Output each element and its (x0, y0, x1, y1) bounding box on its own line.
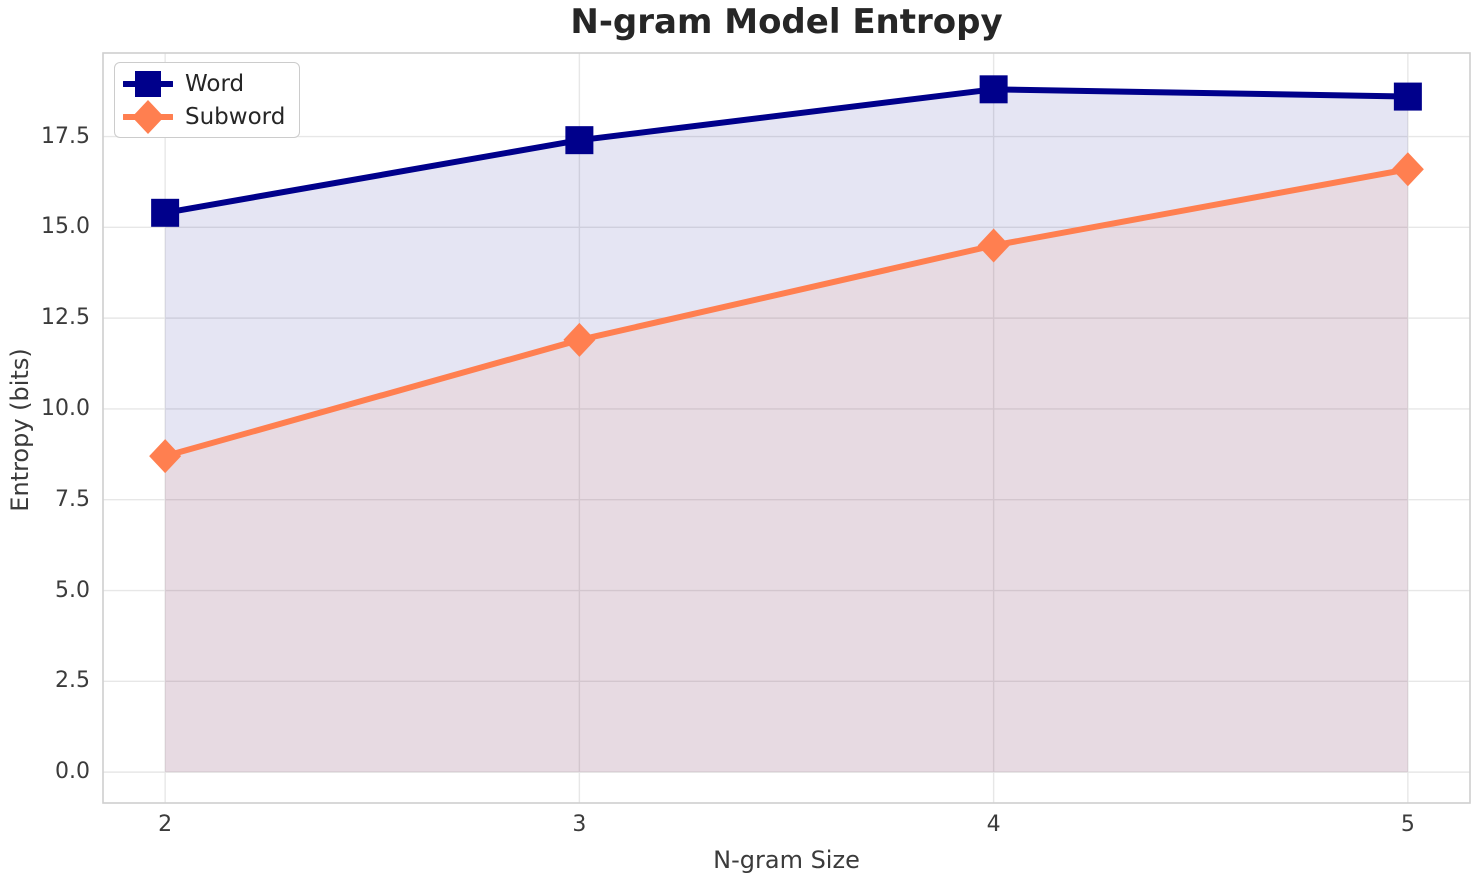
marker-subword-3 (563, 322, 596, 357)
marker-word-3 (565, 126, 594, 155)
line-word (164, 86, 1408, 216)
legend: Word Subword (114, 62, 301, 138)
marker-word-5 (1393, 82, 1422, 111)
x-tick-label: 4 (986, 812, 1001, 837)
area-fill-subword (165, 169, 1408, 773)
legend-label: Subword (185, 103, 286, 130)
x-tick-label: 3 (572, 812, 587, 837)
y-tick-label: 12.5 (41, 305, 90, 331)
line-subword (164, 166, 1409, 460)
x-tick-label: 5 (1400, 812, 1415, 837)
marker-subword-5 (1391, 152, 1424, 187)
y-tick-label: 2.5 (55, 668, 90, 694)
y-tick-label: 15.0 (41, 214, 90, 240)
legend-label: Word (185, 70, 245, 97)
y-tick-label: 5.0 (55, 577, 90, 603)
diamond-marker-icon (123, 99, 173, 134)
square-marker-icon (123, 70, 173, 97)
plot-border (102, 52, 1471, 804)
marker-subword-2 (149, 439, 182, 474)
y-tick-label: 17.5 (41, 123, 90, 149)
marker-word-4 (979, 75, 1008, 104)
x-tick-label: 2 (158, 812, 173, 837)
y-tick-label: 0.0 (55, 759, 90, 785)
y-axis-label: Entropy (bits) (6, 348, 34, 512)
marker-subword-4 (977, 228, 1010, 263)
marker-word-2 (151, 198, 180, 227)
y-tick-label: 10.0 (41, 395, 90, 421)
x-axis-label: N-gram Size (713, 846, 860, 874)
legend-item-word: Word (123, 67, 285, 100)
area-fill-word (165, 89, 1408, 773)
chart-title: N-gram Model Entropy (570, 2, 1003, 42)
y-tick-label: 7.5 (55, 486, 90, 512)
legend-item-subword: Subword (123, 99, 286, 134)
